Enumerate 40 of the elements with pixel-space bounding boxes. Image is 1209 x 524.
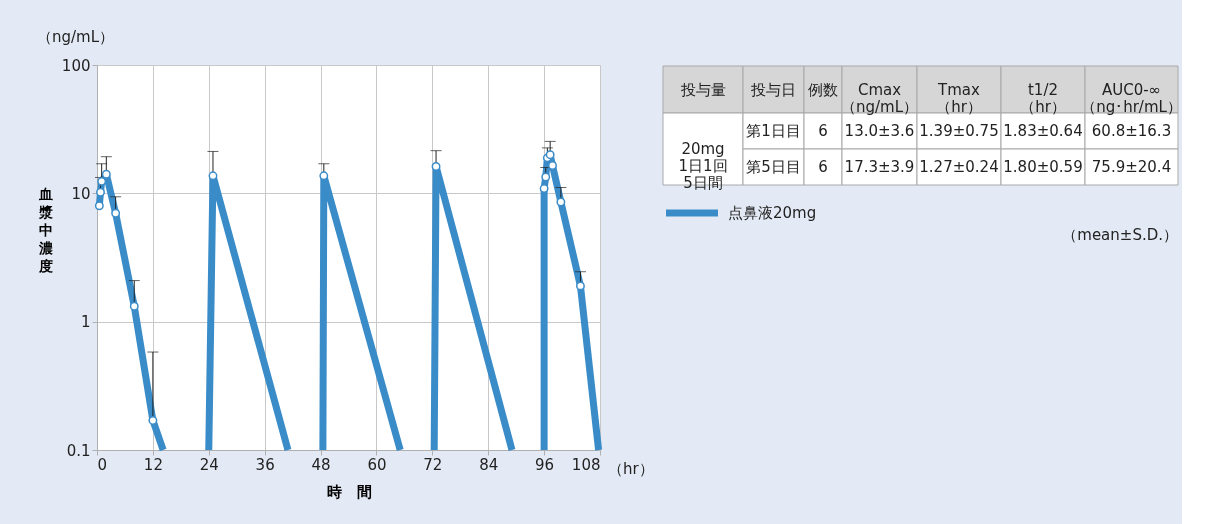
x-tick-label: 24 — [199, 455, 219, 474]
x-tick-label: 0 — [97, 455, 108, 474]
text: 17.3±3.9 — [844, 158, 915, 176]
x-tick-label: 48 — [311, 455, 331, 474]
category-label: 例数 — [808, 80, 838, 99]
x-tick-label: 84 — [479, 455, 499, 474]
x-tick-label: 36 — [255, 455, 275, 474]
text: （hr） — [608, 460, 654, 478]
text: 6 — [818, 122, 828, 140]
text: 第5日目 — [746, 158, 801, 176]
x-tick-label: 108 — [571, 455, 601, 474]
y-tick-label: 0.1 — [66, 441, 91, 460]
text: 75.9±20.4 — [1091, 158, 1172, 176]
x-tick-label: 60 — [367, 455, 387, 474]
category-label: t1/2 （hr） — [1020, 80, 1066, 116]
text: 第1日目 — [746, 122, 801, 140]
y-tick-label: 10 — [71, 184, 91, 203]
legend-label: 点鼻液20mg — [728, 204, 817, 222]
text: 60.8±16.3 — [1091, 122, 1172, 140]
x-tick-label: 96 — [535, 455, 555, 474]
text: 13.0±3.6 — [844, 122, 915, 140]
category-label: 投与量 — [679, 80, 726, 99]
category-label: 投与日 — [750, 80, 796, 99]
text: （ng/mL） — [37, 28, 115, 46]
text: 1.83±0.64 — [1003, 122, 1083, 140]
category-label: AUC0-∞ （ng･hr/mL） — [1081, 80, 1182, 116]
y-tick-label: 1 — [80, 313, 91, 332]
x-tick-label: 12 — [143, 455, 163, 474]
text: 1.39±0.75 — [919, 122, 999, 140]
y-tick-label: 100 — [61, 56, 91, 75]
y-axis-title: 血漿中濃度 — [37, 186, 53, 274]
text: 20mg 1日1回 5日間 — [678, 140, 728, 192]
text: 6 — [818, 158, 828, 176]
text: 1.80±0.59 — [1003, 158, 1083, 176]
text: 1.27±0.24 — [919, 158, 999, 176]
x-axis-title: 時 間 — [326, 482, 372, 501]
text: （mean±S.D.） — [1062, 226, 1178, 244]
category-label: Cmax （ng/mL） — [840, 80, 919, 116]
category-label: Tmax （hr） — [936, 80, 982, 116]
x-tick-label: 72 — [423, 455, 443, 474]
